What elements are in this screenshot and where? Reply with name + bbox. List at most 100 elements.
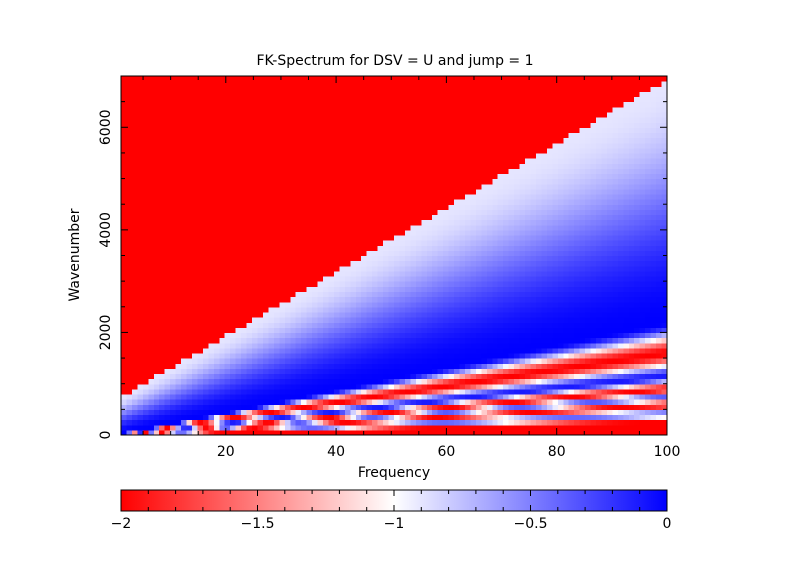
heatmap-cell xyxy=(142,204,149,210)
heatmap-cell xyxy=(366,286,373,292)
heatmap-cell xyxy=(273,147,280,154)
heatmap-cell xyxy=(377,409,384,416)
heatmap-cell xyxy=(241,229,248,236)
heatmap-cell xyxy=(317,393,324,400)
heatmap-cell xyxy=(421,234,428,241)
heatmap-cell xyxy=(410,127,417,134)
heatmap-cell xyxy=(443,229,450,236)
heatmap-cell xyxy=(355,301,362,308)
heatmap-cell xyxy=(224,347,231,354)
heatmap-cell xyxy=(486,342,493,349)
heatmap-cell xyxy=(273,317,280,323)
heatmap-cell xyxy=(181,173,188,180)
heatmap-cell xyxy=(284,250,291,257)
heatmap-cell xyxy=(279,301,286,308)
heatmap-cell xyxy=(415,291,422,298)
heatmap-cell xyxy=(432,317,439,323)
heatmap-cell xyxy=(273,142,280,149)
heatmap-cell xyxy=(410,234,417,241)
heatmap-cell xyxy=(219,199,226,205)
heatmap-cell xyxy=(481,152,488,159)
heatmap-cell xyxy=(508,363,515,369)
heatmap-cell xyxy=(317,306,324,313)
heatmap-cell xyxy=(394,122,401,128)
heatmap-cell xyxy=(241,106,248,113)
heatmap-cell xyxy=(399,163,406,169)
heatmap-cell xyxy=(404,101,411,108)
heatmap-cell xyxy=(191,209,199,216)
heatmap-cell xyxy=(290,117,297,123)
heatmap-cell xyxy=(328,409,335,416)
heatmap-cell xyxy=(437,163,444,169)
heatmap-cell xyxy=(443,363,450,369)
heatmap-cell xyxy=(312,429,319,436)
heatmap-cell xyxy=(208,414,215,421)
heatmap-cell xyxy=(323,178,330,185)
heatmap-cell xyxy=(290,168,297,175)
heatmap-cell xyxy=(126,291,133,298)
heatmap-cell xyxy=(333,296,340,303)
heatmap-cell xyxy=(339,260,346,267)
heatmap-cell xyxy=(404,147,411,154)
heatmap-cell xyxy=(448,240,455,246)
heatmap-cell xyxy=(344,286,351,292)
heatmap-cell xyxy=(121,234,128,241)
heatmap-cell xyxy=(142,96,149,103)
heatmap-cell xyxy=(470,286,477,292)
heatmap-cell xyxy=(388,260,395,267)
heatmap-cell xyxy=(186,429,193,436)
heatmap-cell xyxy=(301,301,308,308)
heatmap-cell xyxy=(202,281,209,287)
heatmap-cell xyxy=(497,106,504,113)
heatmap-cell xyxy=(312,219,319,226)
heatmap-cell xyxy=(475,255,482,262)
heatmap-cell xyxy=(399,311,406,318)
heatmap-cell xyxy=(295,296,302,303)
heatmap-cell xyxy=(235,255,242,262)
heatmap-cell xyxy=(219,429,226,436)
heatmap-cell xyxy=(372,168,379,175)
heatmap-cell xyxy=(344,240,351,246)
heatmap-cell xyxy=(470,122,477,128)
heatmap-cell xyxy=(399,337,406,344)
heatmap-cell xyxy=(404,399,411,405)
heatmap-cell xyxy=(273,270,280,277)
heatmap-cell xyxy=(377,240,384,246)
heatmap-cell xyxy=(279,127,286,134)
heatmap-cell xyxy=(492,281,499,287)
heatmap-cell xyxy=(366,117,373,123)
heatmap-cell xyxy=(323,101,330,108)
heatmap-cell xyxy=(312,209,319,216)
heatmap-cell xyxy=(306,81,313,87)
heatmap-cell xyxy=(432,363,439,369)
heatmap-cell xyxy=(388,209,395,216)
heatmap-cell xyxy=(191,117,199,123)
heatmap-cell xyxy=(208,245,215,251)
heatmap-cell xyxy=(126,234,133,241)
heatmap-cell xyxy=(186,106,193,113)
heatmap-cell xyxy=(404,183,411,190)
heatmap-cell xyxy=(142,317,149,323)
heatmap-cell xyxy=(170,255,177,262)
heatmap-cell xyxy=(246,399,253,405)
heatmap-cell xyxy=(399,296,406,303)
heatmap-cell xyxy=(121,209,128,216)
heatmap-cell xyxy=(131,399,138,405)
heatmap-cell xyxy=(328,81,335,87)
heatmap-cell xyxy=(503,168,510,175)
heatmap-cell xyxy=(257,388,264,395)
heatmap-cell xyxy=(323,117,330,123)
heatmap-cell xyxy=(186,178,193,185)
heatmap-cell xyxy=(470,368,477,375)
heatmap-cell xyxy=(219,91,226,98)
heatmap-cell xyxy=(241,193,248,200)
heatmap-cell xyxy=(208,132,215,139)
heatmap-cell xyxy=(191,163,199,169)
heatmap-cell xyxy=(443,152,450,159)
heatmap-cell xyxy=(290,311,297,318)
heatmap-cell xyxy=(421,270,428,277)
heatmap-cell xyxy=(164,332,171,339)
heatmap-cell xyxy=(344,373,351,380)
heatmap-cell xyxy=(273,214,280,221)
heatmap-cell xyxy=(213,122,220,128)
